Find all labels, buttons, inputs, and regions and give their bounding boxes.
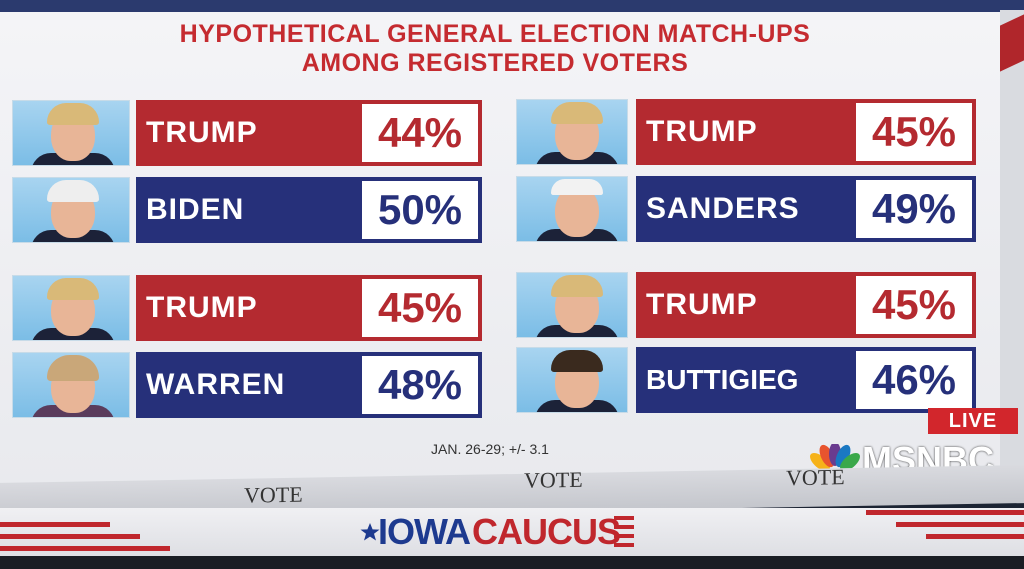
candidate-name: BIDEN bbox=[136, 177, 358, 243]
candidate-percentage: 45% bbox=[358, 275, 482, 341]
candidate-name: SANDERS bbox=[636, 176, 852, 242]
hair-shape bbox=[551, 179, 603, 195]
candidate-percentage: 48% bbox=[358, 352, 482, 418]
live-badge: LIVE bbox=[928, 408, 1018, 434]
candidate-row-rep: TRUMP 45% bbox=[516, 99, 986, 165]
candidate-name: TRUMP bbox=[136, 100, 358, 166]
hair-shape bbox=[47, 103, 99, 125]
banner-stripe bbox=[896, 522, 1024, 527]
hair-shape bbox=[551, 275, 603, 297]
vote-text: VOTE bbox=[524, 466, 583, 493]
title-line-1: HYPOTHETICAL GENERAL ELECTION MATCH-UPS bbox=[179, 20, 811, 48]
logo-text-caucus: CAUCUS bbox=[472, 511, 621, 552]
banner-stripe bbox=[0, 546, 170, 551]
bottom-banner bbox=[0, 508, 1024, 556]
graphic-title: HYPOTHETICAL GENERAL ELECTION MATCH-UPS … bbox=[40, 20, 950, 78]
candidate-photo-warren bbox=[12, 352, 130, 418]
candidate-percentage: 49% bbox=[852, 176, 976, 242]
candidate-name: TRUMP bbox=[136, 275, 358, 341]
poll-footnote: JAN. 26-29; +/- 3.1 bbox=[431, 441, 549, 457]
title-line-2: AMONG REGISTERED VOTERS bbox=[301, 49, 689, 77]
hair-shape bbox=[551, 102, 603, 124]
candidate-row-rep: TRUMP 44% bbox=[12, 100, 482, 166]
candidate-percentage: 45% bbox=[852, 99, 976, 165]
banner-stripe bbox=[926, 534, 1024, 539]
bottom-edge-bar bbox=[0, 556, 1024, 569]
candidate-percentage: 46% bbox=[852, 347, 976, 413]
banner-stripe bbox=[0, 522, 110, 527]
candidate-photo-sanders bbox=[516, 176, 628, 242]
hair-shape bbox=[47, 355, 99, 381]
candidate-photo-biden bbox=[12, 177, 130, 243]
candidate-row-dem: SANDERS 49% bbox=[516, 176, 986, 242]
candidate-row-rep: TRUMP 45% bbox=[516, 272, 986, 338]
candidate-photo-trump bbox=[12, 275, 130, 341]
candidate-percentage: 50% bbox=[358, 177, 482, 243]
vote-text: VOTE bbox=[786, 464, 845, 491]
candidate-percentage: 44% bbox=[358, 100, 482, 166]
star-icon bbox=[360, 523, 380, 541]
hair-shape bbox=[47, 180, 99, 202]
candidate-photo-trump bbox=[12, 100, 130, 166]
hair-shape bbox=[47, 278, 99, 300]
candidate-photo-trump bbox=[516, 272, 628, 338]
candidate-row-dem: BUTTIGIEG 46% bbox=[516, 347, 986, 413]
top-edge-bar bbox=[0, 0, 1024, 14]
logo-text-iowa: IOWA bbox=[378, 511, 471, 552]
vote-text: VOTE bbox=[244, 481, 303, 508]
candidate-name: TRUMP bbox=[636, 99, 852, 165]
candidate-name: WARREN bbox=[136, 352, 358, 418]
candidate-row-rep: TRUMP 45% bbox=[12, 275, 482, 341]
candidate-name: BUTTIGIEG bbox=[636, 347, 852, 413]
candidate-row-dem: BIDEN 50% bbox=[12, 177, 482, 243]
candidate-name: TRUMP bbox=[636, 272, 852, 338]
banner-stripe bbox=[0, 534, 140, 539]
flag-stripes-icon bbox=[614, 516, 634, 547]
hair-shape bbox=[551, 350, 603, 372]
banner-stripe bbox=[866, 510, 1024, 515]
candidate-row-dem: WARREN 48% bbox=[12, 352, 482, 418]
candidate-photo-trump bbox=[516, 99, 628, 165]
candidate-percentage: 45% bbox=[852, 272, 976, 338]
candidate-photo-buttigieg bbox=[516, 347, 628, 413]
